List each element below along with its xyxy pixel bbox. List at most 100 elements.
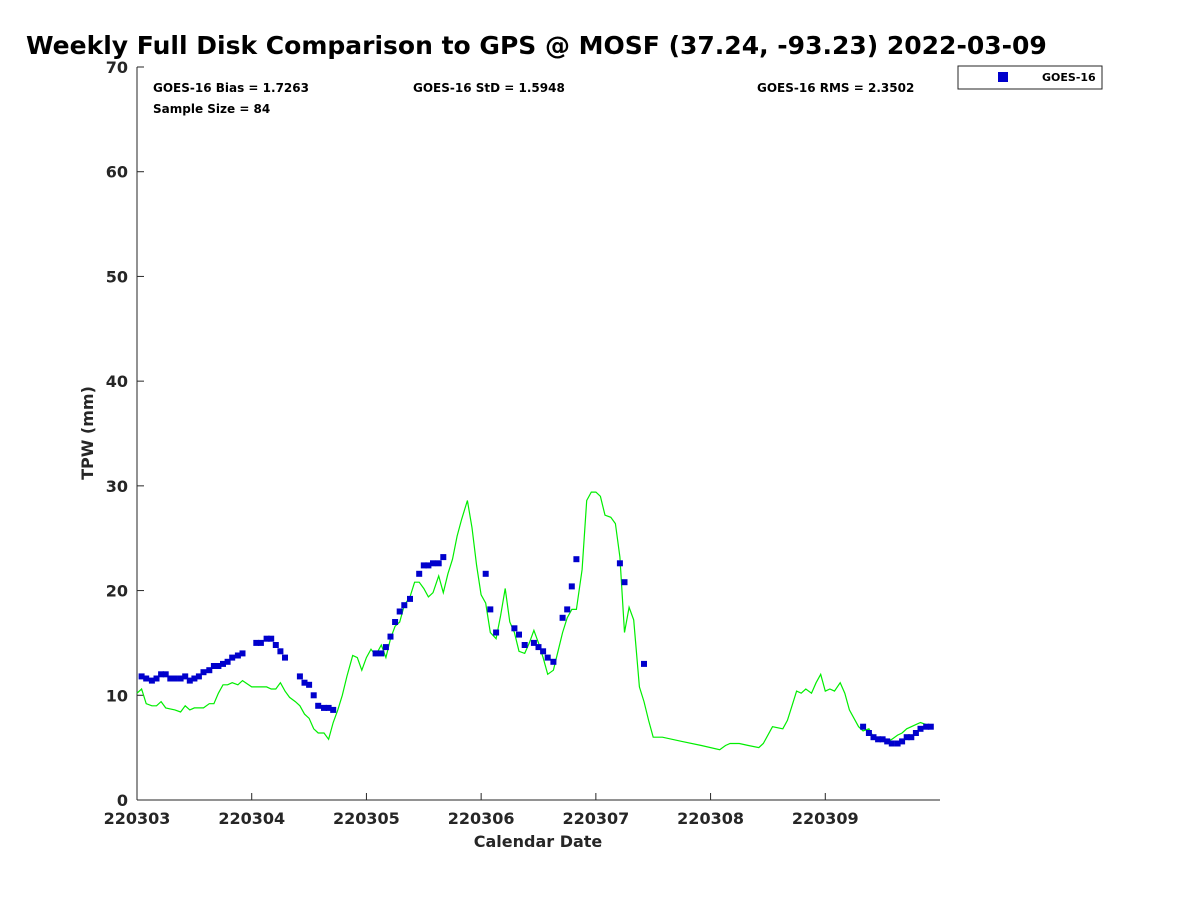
y-tick-label: 70 — [106, 58, 128, 77]
y-tick-label: 20 — [106, 582, 128, 601]
goes16-point — [153, 675, 160, 682]
goes16-point — [200, 669, 207, 676]
goes16-point — [195, 673, 202, 680]
goes16-point — [927, 723, 934, 730]
chart-title: Weekly Full Disk Comparison to GPS @ MOS… — [26, 31, 1047, 60]
goes16-point — [875, 736, 882, 743]
y-ticks: 0 10 20 30 40 50 60 70 — [106, 58, 144, 810]
goes16-point — [568, 583, 575, 590]
sample-size-stat: Sample Size = 84 — [153, 102, 270, 116]
goes16-point — [621, 579, 628, 586]
goes16-point — [482, 570, 489, 577]
goes16-point — [296, 673, 303, 680]
x-tick-label: 220303 — [104, 809, 171, 828]
y-tick-label: 10 — [106, 686, 128, 705]
goes16-point — [277, 648, 284, 655]
goes16-point — [440, 554, 447, 561]
x-tick-label: 220308 — [677, 809, 744, 828]
y-tick-label: 60 — [106, 163, 128, 182]
series-layer — [136, 491, 934, 751]
goes16-point — [912, 730, 919, 736]
goes16-point — [917, 725, 924, 732]
y-tick-label: 30 — [106, 477, 128, 496]
goes16-point — [239, 650, 246, 657]
goes16-point — [530, 639, 537, 646]
goes16-point — [138, 673, 145, 680]
bias-stat: GOES-16 Bias = 1.7263 — [153, 81, 309, 95]
std-stat: GOES-16 StD = 1.5948 — [413, 81, 565, 95]
goes16-point — [382, 644, 389, 651]
goes16-point — [894, 740, 901, 747]
goes16-point — [234, 652, 241, 659]
goes16-point — [870, 734, 877, 741]
goes16-point — [516, 631, 522, 638]
goes16-point — [387, 633, 394, 640]
legend-label-goes16: GOES-16 — [1042, 71, 1096, 84]
goes16-point — [888, 740, 895, 747]
rms-stat: GOES-16 RMS = 2.3502 — [757, 81, 914, 95]
goes16-point — [143, 675, 150, 682]
goes16-point — [171, 675, 178, 682]
goes16-point — [884, 738, 891, 745]
legend: GOES-16 — [957, 65, 1103, 90]
goes16-point — [306, 681, 313, 688]
goes16-point — [282, 654, 288, 661]
goes16-point — [330, 706, 337, 713]
y-tick-label: 50 — [106, 267, 128, 286]
goes16-point — [493, 629, 500, 636]
goes16-point — [401, 602, 408, 609]
goes16-point — [392, 619, 399, 625]
goes16-point — [191, 675, 198, 682]
legend-marker-goes16 — [998, 72, 1008, 82]
goes16-point — [210, 663, 217, 669]
goes16-point — [521, 642, 528, 648]
goes16-point — [573, 556, 580, 563]
goes16-point — [162, 671, 169, 678]
goes16-point — [487, 606, 494, 613]
goes16-point — [511, 625, 518, 632]
y-tick-label: 40 — [106, 372, 128, 391]
goes16-point — [315, 702, 322, 709]
goes16-point — [310, 692, 317, 699]
goes16-point — [257, 639, 264, 646]
x-tick-label: 220306 — [448, 809, 515, 828]
goes16-point — [396, 608, 403, 615]
goes16-point — [435, 560, 442, 567]
goes16-point — [268, 635, 275, 642]
goes16-point — [186, 677, 193, 684]
x-tick-label: 220307 — [562, 809, 629, 828]
goes16-point — [407, 595, 413, 602]
goes16-point — [540, 648, 547, 655]
goes16-point — [923, 723, 930, 730]
goes16-point — [224, 658, 231, 665]
goes16-point — [229, 654, 236, 661]
goes16-point — [420, 562, 427, 569]
goes16-point — [416, 570, 423, 577]
goes16-point — [616, 560, 623, 567]
goes16-point — [641, 660, 647, 667]
goes16-point — [879, 736, 886, 743]
x-tick-label: 220309 — [792, 809, 859, 828]
goes16-point — [908, 734, 915, 741]
x-axis-label: Calendar Date — [474, 832, 603, 851]
legend-box — [957, 65, 1103, 90]
goes16-point — [430, 560, 436, 567]
goes16-point — [177, 675, 184, 682]
goes16-point — [301, 679, 308, 686]
goes16-point — [378, 650, 385, 657]
goes16-point — [220, 660, 226, 667]
y-axis-label: TPW (mm) — [78, 386, 97, 480]
goes16-point — [544, 654, 551, 661]
goes16-point — [206, 667, 213, 674]
gps-series-line — [136, 491, 931, 751]
x-tick-label: 220304 — [218, 809, 285, 828]
goes16-point — [559, 614, 566, 621]
goes16-point — [899, 738, 906, 745]
goes16-point — [325, 704, 332, 711]
goes16-point — [253, 639, 260, 646]
goes16-point — [372, 650, 379, 657]
x-tick-label: 220305 — [333, 809, 400, 828]
goes16-point — [148, 677, 155, 684]
plot-axes — [136, 67, 940, 801]
